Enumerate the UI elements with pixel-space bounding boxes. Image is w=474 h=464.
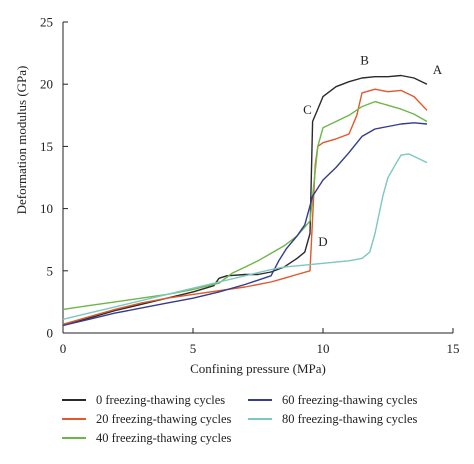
series-line-0 xyxy=(62,74,428,327)
series-line-4 xyxy=(62,153,428,320)
annotation-label-d: D xyxy=(318,234,327,249)
annotation-label-b: B xyxy=(360,52,369,67)
y-tick-label: 10 xyxy=(40,201,53,216)
y-axis-title: Deformation modulus (GPa) xyxy=(14,66,29,215)
chart-annotations: A B C D xyxy=(303,52,443,249)
x-tick-label: 10 xyxy=(317,341,330,356)
y-tick-label: 25 xyxy=(40,15,53,30)
x-tick-label: 0 xyxy=(60,341,67,356)
y-tick-label: 0 xyxy=(47,326,54,341)
series-line-2 xyxy=(62,100,428,311)
series-line-1 xyxy=(62,88,428,325)
annotation-label-c: C xyxy=(303,102,312,117)
y-tick-label: 15 xyxy=(40,139,53,154)
annotation-label-a: A xyxy=(433,62,443,77)
series-line-3 xyxy=(62,122,428,327)
x-tick-label: 15 xyxy=(447,341,460,356)
chart-series-lines xyxy=(62,74,428,327)
y-tick-label: 20 xyxy=(40,77,53,92)
y-tick-label: 5 xyxy=(47,263,54,278)
x-axis-title: Confining pressure (MPa) xyxy=(190,361,326,376)
chart-axes: 0 5 10 15 0 5 10 15 20 25 xyxy=(40,15,460,357)
x-tick-label: 5 xyxy=(190,341,197,356)
